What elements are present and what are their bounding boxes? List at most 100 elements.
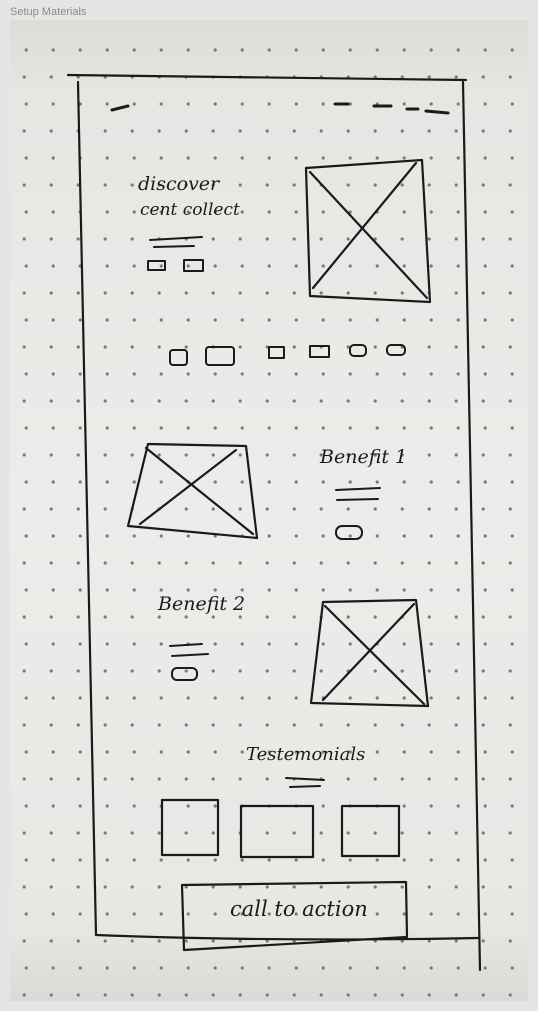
grid-dot bbox=[400, 993, 404, 997]
grid-dot bbox=[22, 237, 26, 241]
grid-dot bbox=[427, 939, 431, 943]
nav-link bbox=[424, 109, 450, 115]
grid-dot bbox=[510, 372, 514, 376]
grid-dot bbox=[483, 696, 487, 700]
grid-dot bbox=[429, 318, 433, 322]
grid-dot bbox=[373, 723, 377, 727]
grid-dot bbox=[132, 912, 136, 916]
grid-dot bbox=[483, 426, 487, 430]
grid-dot bbox=[22, 993, 26, 997]
testimonial-card bbox=[160, 798, 220, 857]
grid-dot bbox=[427, 777, 431, 781]
logo-mark bbox=[110, 104, 130, 112]
grid-dot bbox=[429, 912, 433, 916]
benefit1-text bbox=[335, 487, 381, 540]
grid-dot bbox=[427, 399, 431, 403]
grid-dot bbox=[481, 615, 485, 619]
grid-dot bbox=[321, 750, 325, 754]
grid-dot bbox=[508, 183, 512, 187]
grid-dot bbox=[184, 183, 188, 187]
grid-dot bbox=[375, 588, 379, 592]
grid-dot bbox=[265, 669, 269, 673]
grid-dot bbox=[319, 291, 323, 295]
grid-dot bbox=[510, 588, 514, 592]
grid-dot bbox=[240, 426, 244, 430]
grid-dot bbox=[456, 156, 460, 160]
grid-dot bbox=[373, 669, 377, 673]
grid-dot bbox=[267, 264, 271, 268]
grid-dot bbox=[49, 669, 53, 673]
hero-image-placeholder bbox=[304, 158, 432, 304]
grid-dot bbox=[184, 507, 188, 511]
grid-dot bbox=[429, 372, 433, 376]
grid-dot bbox=[454, 507, 458, 511]
grid-dot bbox=[49, 993, 53, 997]
grid-dot bbox=[132, 534, 136, 538]
grid-dot bbox=[346, 399, 350, 403]
grid-dot bbox=[348, 426, 352, 430]
grid-dot bbox=[186, 372, 190, 376]
grid-dot bbox=[346, 237, 350, 241]
grid-dot bbox=[157, 939, 161, 943]
grid-dot bbox=[76, 507, 80, 511]
grid-dot bbox=[267, 588, 271, 592]
grid-dot bbox=[454, 129, 458, 133]
grid-dot bbox=[159, 318, 163, 322]
grid-dot bbox=[400, 831, 404, 835]
benefit1-image-placeholder bbox=[126, 442, 259, 540]
grid-dot bbox=[265, 885, 269, 889]
grid-dot bbox=[292, 453, 296, 457]
grid-dot bbox=[78, 372, 82, 376]
grid-dot bbox=[103, 939, 107, 943]
grid-dot bbox=[346, 723, 350, 727]
grid-dot bbox=[265, 129, 269, 133]
grid-dot bbox=[321, 372, 325, 376]
grid-dot bbox=[267, 534, 271, 538]
grid-dot bbox=[346, 615, 350, 619]
grid-dot bbox=[157, 561, 161, 565]
grid-dot bbox=[267, 750, 271, 754]
grid-dot bbox=[130, 183, 134, 187]
grid-dot bbox=[456, 696, 460, 700]
grid-dot bbox=[346, 129, 350, 133]
grid-dot bbox=[49, 183, 53, 187]
grid-dot bbox=[240, 102, 244, 106]
grid-dot bbox=[132, 210, 136, 214]
grid-dot bbox=[213, 804, 217, 808]
grid-dot bbox=[267, 912, 271, 916]
grid-dot bbox=[402, 156, 406, 160]
grid-dot bbox=[508, 129, 512, 133]
grid-dot bbox=[400, 777, 404, 781]
grid-dot bbox=[22, 399, 26, 403]
grid-dot bbox=[103, 615, 107, 619]
grid-dot bbox=[292, 129, 296, 133]
grid-dot bbox=[130, 885, 134, 889]
grid-dot bbox=[132, 156, 136, 160]
grid-dot bbox=[456, 750, 460, 754]
grid-dot bbox=[456, 372, 460, 376]
grid-dot bbox=[186, 534, 190, 538]
frame-title: Setup Materials bbox=[10, 6, 87, 18]
grid-dot bbox=[51, 102, 55, 106]
grid-dot bbox=[510, 912, 514, 916]
grid-dot bbox=[238, 507, 242, 511]
grid-dot bbox=[454, 561, 458, 565]
grid-dot bbox=[132, 318, 136, 322]
grid-dot bbox=[24, 102, 28, 106]
grid-dot bbox=[157, 723, 161, 727]
hero-heading-line2: cent collect bbox=[140, 200, 240, 220]
grid-dot bbox=[402, 426, 406, 430]
grid-dot bbox=[24, 858, 28, 862]
grid-dot bbox=[348, 102, 352, 106]
grid-dot bbox=[292, 723, 296, 727]
grid-dot bbox=[481, 723, 485, 727]
grid-dot bbox=[130, 831, 134, 835]
grid-dot bbox=[481, 291, 485, 295]
grid-dot bbox=[375, 480, 379, 484]
grid-dot bbox=[483, 48, 487, 52]
grid-dot bbox=[49, 399, 53, 403]
grid-dot bbox=[184, 291, 188, 295]
grid-dot bbox=[348, 210, 352, 214]
grid-dot bbox=[429, 588, 433, 592]
grid-dot bbox=[483, 372, 487, 376]
